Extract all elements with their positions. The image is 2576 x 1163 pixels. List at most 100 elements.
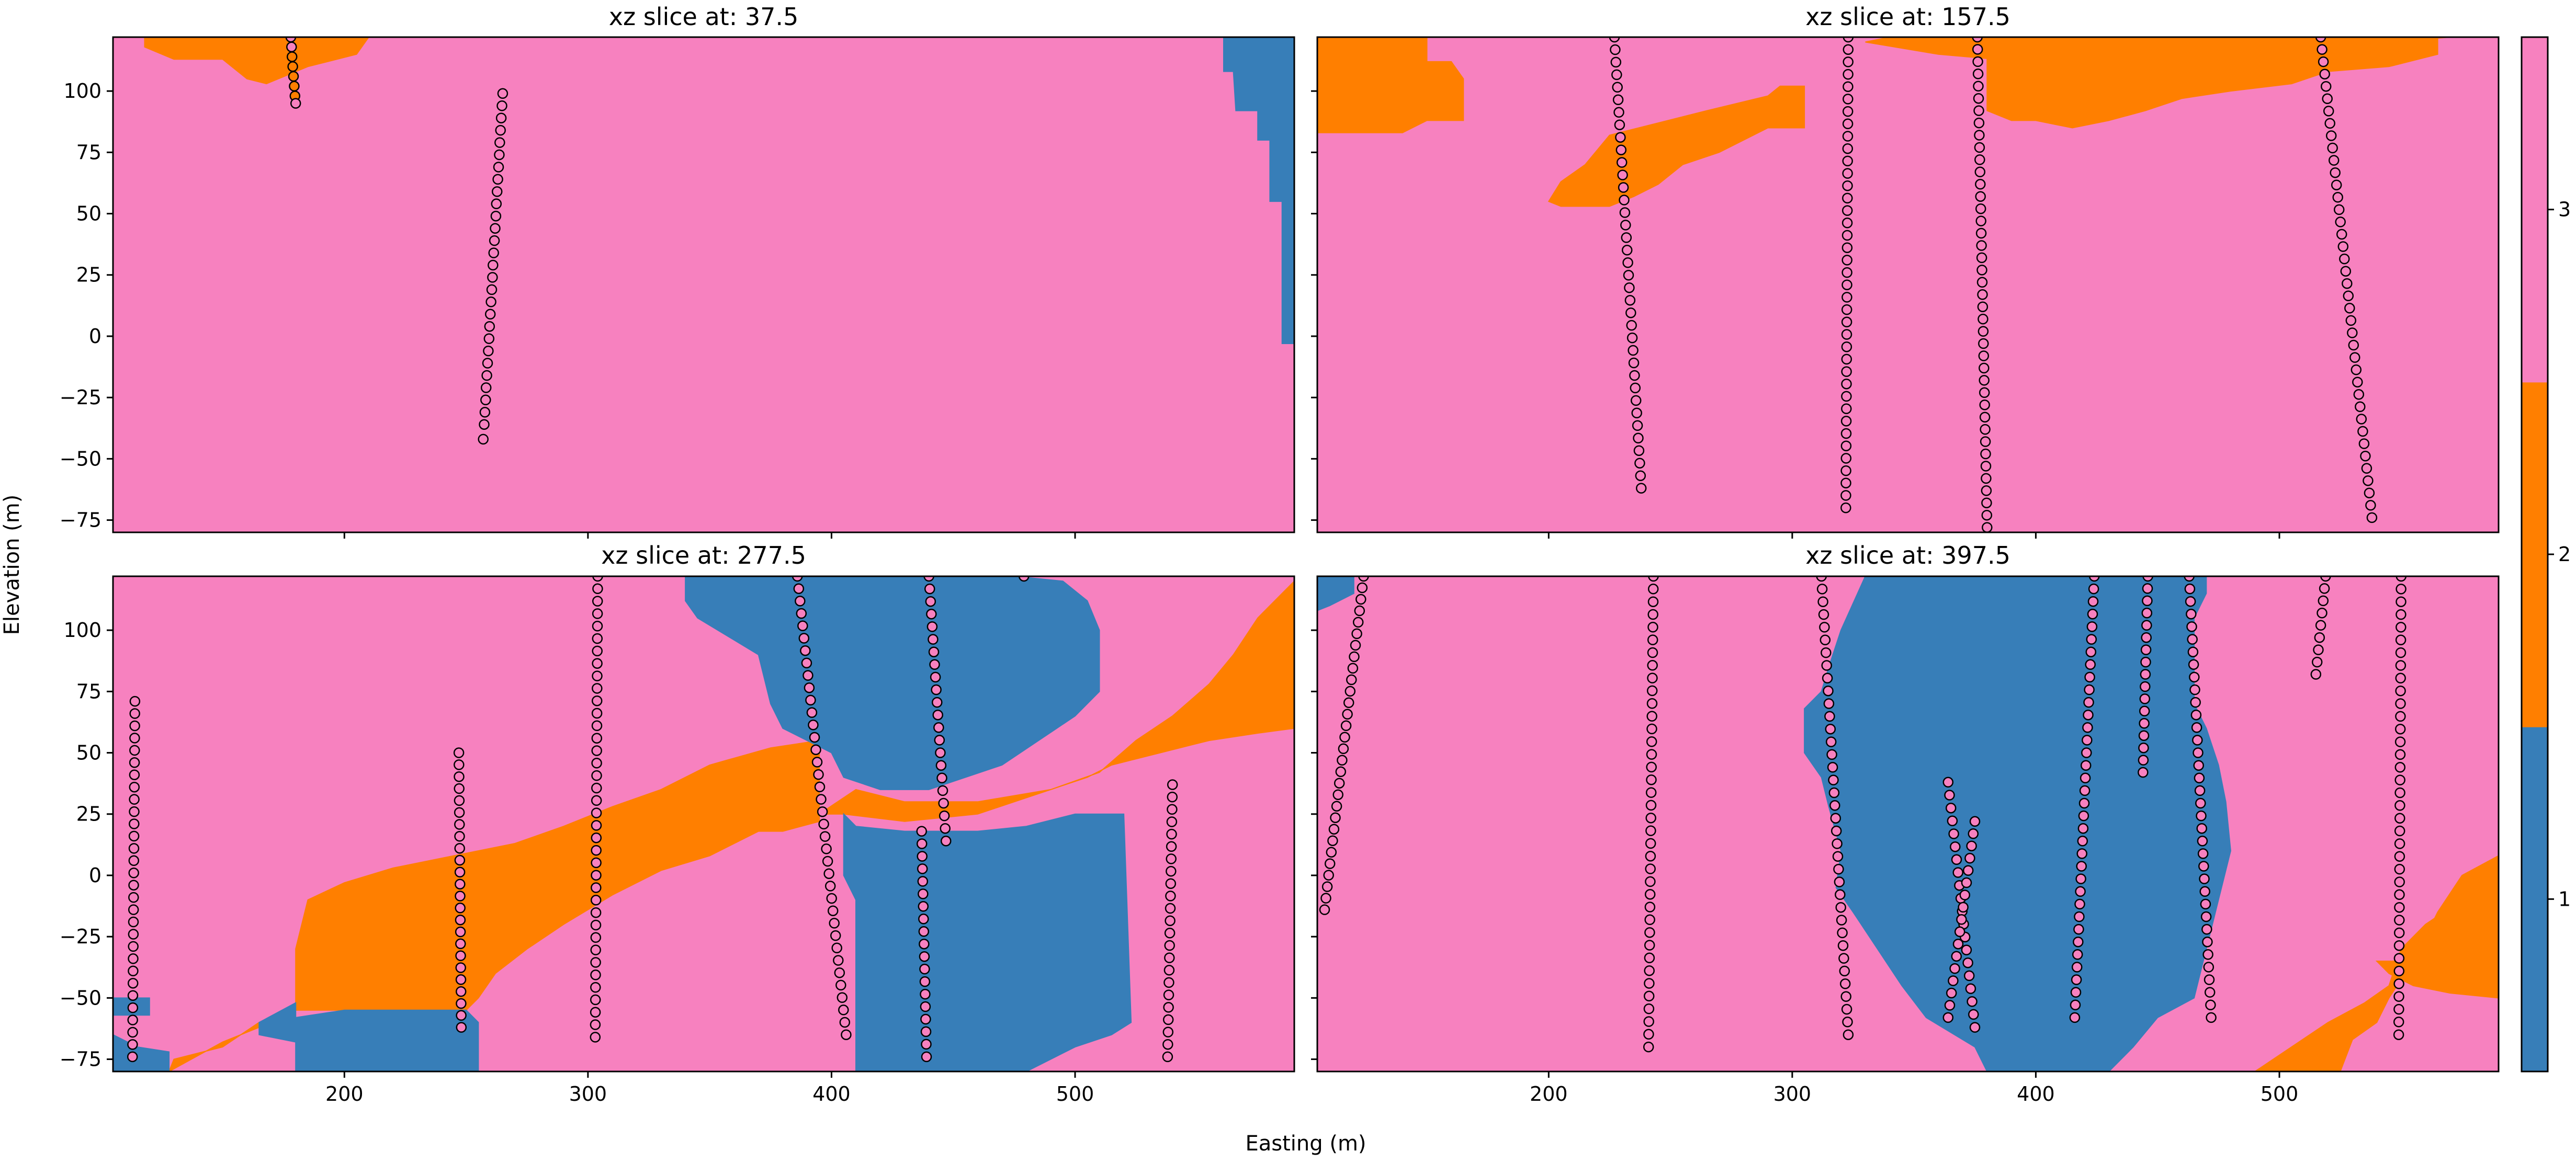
sample-point [591, 870, 602, 881]
panel-slice-397-5: xz slice at: 397.5 200 300 400 500 [1311, 541, 2500, 1105]
sample-point [128, 929, 139, 940]
sample-point [1954, 926, 1965, 938]
sample-point [923, 576, 934, 582]
sample-point [2395, 711, 2406, 722]
sample-point [2085, 659, 2096, 670]
sample-point [1841, 205, 1853, 216]
sample-point [928, 646, 940, 657]
sample-point [1816, 576, 1827, 582]
sample-point [1835, 902, 1846, 913]
sample-point [2083, 697, 2094, 708]
sample-point [2080, 772, 2091, 784]
sample-point [590, 957, 601, 968]
sample-point [2366, 512, 2378, 523]
plot-content [1317, 576, 2499, 1071]
sample-point [591, 782, 602, 794]
sample-point [1976, 265, 1987, 276]
sample-point [1969, 1022, 1981, 1033]
drillhole [2138, 576, 2153, 778]
sample-point [2361, 463, 2372, 474]
sample-point [932, 709, 943, 721]
sample-point [1630, 395, 1642, 406]
sample-point [1842, 106, 1854, 117]
sample-point [1843, 1029, 1854, 1040]
sample-point [916, 826, 927, 837]
sample-point [801, 657, 812, 669]
sample-point [1328, 824, 1340, 835]
sample-point [811, 757, 823, 768]
sample-point [1647, 647, 1658, 658]
unit-2-region [1547, 85, 1805, 207]
drillhole [127, 695, 141, 1063]
sample-point [128, 868, 139, 879]
sample-point [1975, 227, 1987, 239]
sample-point [1645, 863, 1656, 874]
sample-point [1646, 736, 1657, 747]
sample-point [2086, 634, 2097, 645]
sample-point [488, 259, 499, 271]
sample-point [2190, 697, 2201, 708]
sample-point [2393, 978, 2404, 989]
x-tick-label: 300 [569, 1082, 607, 1105]
sample-point [455, 891, 466, 902]
sample-point [2342, 278, 2353, 289]
sample-point [2084, 684, 2095, 695]
sample-point [1841, 304, 1852, 315]
sample-point [1832, 838, 1843, 849]
sample-point [795, 596, 806, 607]
sample-point [1838, 953, 1849, 964]
sample-point [1980, 448, 1991, 460]
sample-point [286, 51, 298, 62]
sample-point [1829, 800, 1840, 811]
sample-point [1961, 944, 1972, 955]
sample-point [1840, 477, 1851, 488]
sample-point [1977, 301, 1989, 312]
sample-point [1340, 720, 1352, 732]
sample-point [1968, 1009, 1979, 1020]
sample-point [484, 321, 495, 332]
sample-point [1164, 940, 1175, 951]
sample-point [1323, 870, 1334, 881]
sample-point [1349, 651, 1360, 663]
sample-point [592, 658, 603, 669]
sample-point [2396, 622, 2406, 633]
sample-point [2187, 634, 2198, 645]
sample-point [2199, 873, 2210, 884]
sample-point [127, 1039, 138, 1050]
x-tick-label: 300 [1773, 1082, 1812, 1105]
sample-point [590, 994, 601, 1006]
sample-point [1646, 711, 1657, 722]
sample-point [2140, 644, 2152, 655]
sample-point [805, 694, 816, 706]
sample-point [1980, 436, 1991, 447]
sample-point [2075, 886, 2086, 897]
sample-point [1354, 605, 1365, 617]
sample-point [592, 621, 603, 632]
unit-1-region [685, 576, 1100, 790]
sample-point [2343, 290, 2354, 302]
sample-point [1841, 230, 1853, 241]
colorbar-tick-label: 2 [2558, 543, 2571, 566]
sample-point [1612, 94, 1624, 106]
sample-point [591, 733, 603, 744]
sample-point [1619, 207, 1631, 218]
y-tick-label: 0 [89, 325, 101, 348]
unit-1-region [258, 1002, 479, 1071]
sample-point [1944, 1000, 1956, 1011]
sample-point [454, 831, 465, 842]
sample-point [933, 722, 944, 733]
unit-2-region [144, 37, 370, 85]
sample-point [2394, 813, 2405, 824]
sample-point [1952, 867, 1963, 878]
sample-point [2190, 709, 2202, 721]
sample-point [1822, 672, 1833, 684]
drillhole [916, 826, 932, 1063]
sample-point [806, 707, 818, 718]
sample-point [1646, 698, 1658, 709]
sample-point [1975, 179, 1986, 190]
sample-point [920, 988, 931, 1000]
sample-point [1942, 1012, 1954, 1023]
sample-point [2076, 848, 2087, 859]
sample-point [2074, 898, 2085, 910]
sample-point [1963, 970, 1975, 982]
